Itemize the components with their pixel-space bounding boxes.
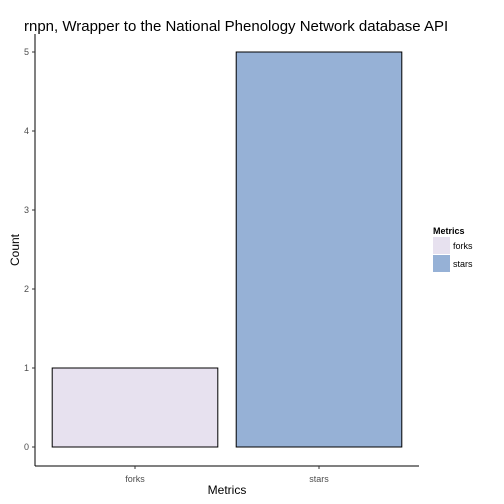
legend-title: Metrics	[433, 226, 465, 236]
chart-title: rnpn, Wrapper to the National Phenology …	[24, 18, 448, 35]
y-tick-label: 0	[24, 442, 29, 452]
y-tick-label: 4	[24, 126, 29, 136]
legend-swatch-forks	[433, 237, 450, 254]
x-tick-label: stars	[309, 474, 329, 484]
x-tick-label: forks	[125, 474, 145, 484]
legend-label-forks: forks	[453, 241, 473, 251]
y-tick-label: 3	[24, 205, 29, 215]
y-axis-title: Count	[8, 233, 22, 266]
x-axis-title: Metrics	[208, 483, 247, 497]
bar-stars	[235, 51, 403, 448]
legend: Metrics forks stars	[433, 226, 473, 272]
legend-label-stars: stars	[453, 259, 473, 269]
y-tick-label: 1	[24, 363, 29, 373]
legend-swatch-stars	[433, 255, 450, 272]
bar-forks	[51, 367, 219, 448]
y-tick-label: 2	[24, 284, 29, 294]
y-tick-label: 5	[24, 47, 29, 57]
